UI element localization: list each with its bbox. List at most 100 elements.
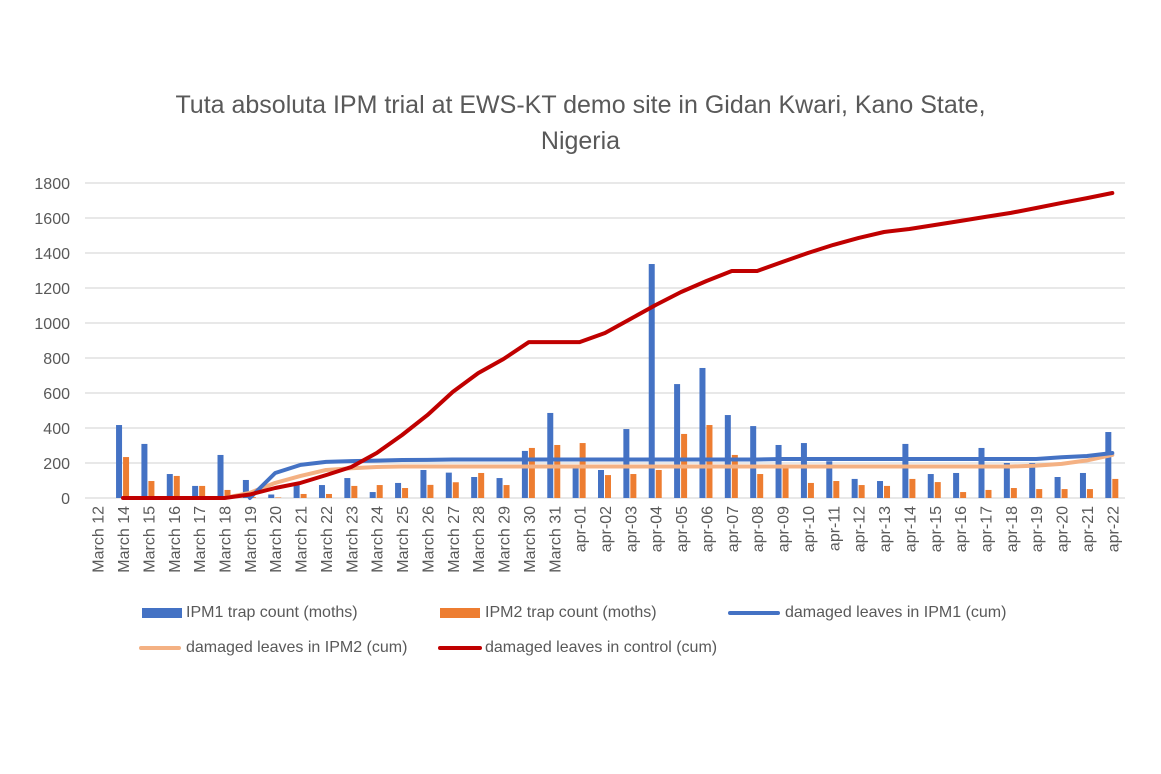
bar-ipm1-trap: [344, 478, 351, 498]
x-tick-label: apr-06: [699, 506, 716, 552]
bar-ipm2-trap: [554, 444, 561, 498]
bar-ipm1-trap: [927, 474, 934, 498]
bar-ipm2-trap: [655, 470, 662, 498]
chart-title-line1: Tuta absoluta IPM trial at EWS-KT demo s…: [175, 91, 986, 119]
x-tick-label: March 25: [395, 506, 412, 573]
bar-ipm2-trap: [1086, 489, 1093, 498]
x-tick-label: March 19: [243, 506, 260, 573]
x-tick-label: apr-08: [750, 506, 767, 552]
bar-ipm2-trap: [934, 482, 941, 498]
bar-ipm2-trap: [503, 485, 510, 498]
x-tick-label: apr-11: [826, 506, 843, 551]
bar-ipm1-trap: [166, 474, 173, 498]
bar-ipm2-trap: [376, 485, 383, 498]
legend-swatch-ipm2-line: [139, 646, 181, 650]
bar-ipm1-trap: [978, 447, 985, 498]
bar-ipm1-trap: [369, 492, 376, 498]
x-tick-label: apr-12: [852, 506, 869, 552]
bar-ipm1-trap: [1079, 472, 1086, 498]
legend-swatch-ipm1-bar: [142, 608, 182, 618]
bar-ipm1-trap: [724, 415, 731, 498]
y-tick-label: 200: [43, 456, 70, 473]
bar-ipm1-trap: [826, 461, 833, 498]
x-tick-label: March 22: [319, 506, 336, 573]
x-tick-label: March 20: [268, 506, 285, 573]
bar-ipm2-trap: [123, 457, 130, 498]
bar-ipm1-trap: [395, 482, 402, 498]
bar-ipm2-trap: [402, 488, 409, 498]
bar-ipm2-trap: [148, 481, 155, 498]
bar-ipm1-trap: [953, 472, 960, 498]
y-tick-label: 1400: [34, 246, 70, 263]
line-control-damaged: [121, 191, 1115, 500]
chart-title-line2: Nigeria: [540, 127, 621, 155]
bar-ipm1-trap: [851, 478, 858, 498]
legend-label-ipm1-bar: IPM1 trap count (moths): [186, 604, 358, 621]
bar-ipm2-trap: [706, 425, 713, 498]
y-tick-label: 1200: [34, 281, 70, 298]
bar-ipm2-trap: [858, 485, 865, 498]
bar-ipm1-trap: [547, 412, 554, 498]
bar-ipm2-trap: [985, 489, 992, 498]
x-tick-label: apr-09: [776, 506, 793, 552]
legend-label-ipm2-bar: IPM2 trap count (moths): [485, 604, 657, 621]
bar-ipm1-trap: [318, 485, 325, 498]
bar-ipm2-trap: [833, 481, 840, 498]
legend-label-control-line: damaged leaves in control (cum): [485, 639, 718, 656]
y-tick-label: 400: [43, 421, 70, 438]
bar-ipm2-trap: [579, 443, 586, 498]
x-tick-label: apr-21: [1080, 506, 1097, 552]
legend-swatch-ipm1-line: [728, 611, 780, 615]
x-tick-label: March 30: [522, 506, 539, 573]
bar-ipm2-trap: [199, 485, 206, 498]
bar-ipm2-trap: [528, 447, 535, 498]
bar-ipm2-trap: [630, 474, 637, 498]
bar-ipm2-trap: [909, 478, 916, 498]
x-tick-label: apr-20: [1055, 506, 1072, 552]
bar-ipm2-trap: [275, 497, 282, 498]
bar-ipm1-trap: [775, 444, 782, 498]
line-ipm2-damaged: [222, 452, 1115, 500]
line-ipm1-damaged: [247, 451, 1115, 500]
x-tick-label: apr-18: [1004, 506, 1021, 552]
x-tick-label: March 21: [294, 506, 311, 573]
x-tick-label: March 31: [547, 506, 564, 573]
x-tick-label: apr-14: [902, 506, 919, 552]
bar-ipm2-trap: [605, 475, 611, 498]
bar-ipm1-trap: [293, 485, 300, 498]
bar-ipm1-trap: [521, 450, 528, 498]
x-tick-label: March 27: [446, 506, 463, 573]
x-tick-label: apr-03: [623, 506, 640, 552]
x-tick-label: March 23: [344, 506, 361, 573]
bar-ipm1-trap: [623, 429, 630, 498]
bar-ipm1-trap: [471, 477, 478, 498]
bar-ipm1-trap: [192, 485, 199, 498]
y-tick-label: 0: [61, 491, 70, 508]
x-tick-label: apr-02: [598, 506, 615, 552]
bar-ipm2-trap: [1112, 478, 1119, 498]
x-tick-label: March 12: [91, 506, 108, 573]
x-tick-label: March 24: [370, 506, 387, 573]
x-tick-label: apr-01: [573, 506, 590, 552]
bar-ipm1-trap: [141, 443, 148, 498]
bar-ipm2-trap: [325, 493, 332, 498]
x-tick-label: apr-15: [928, 506, 945, 552]
bar-ipm2-trap: [782, 468, 789, 498]
bar-ipm1-trap: [648, 264, 655, 498]
bar-ipm1-trap: [750, 426, 757, 498]
bar-ipm1-trap: [1054, 477, 1061, 498]
bar-ipm1-trap: [572, 468, 579, 498]
bar-ipm1-trap: [268, 494, 275, 498]
y-tick-label: 1800: [34, 176, 70, 193]
bar-ipm1-trap: [1029, 463, 1036, 498]
bar-ipm2-trap: [960, 492, 967, 498]
bar-ipm1-trap: [598, 470, 604, 498]
y-tick-label: 1600: [34, 211, 70, 228]
x-tick-label: apr-10: [801, 506, 818, 552]
x-tick-label: apr-04: [649, 506, 666, 552]
legend-swatch-control-line: [438, 646, 482, 650]
x-tick-label: March 28: [471, 506, 488, 573]
bar-ipm1-trap: [902, 443, 909, 498]
x-tick-label: apr-07: [725, 506, 742, 552]
